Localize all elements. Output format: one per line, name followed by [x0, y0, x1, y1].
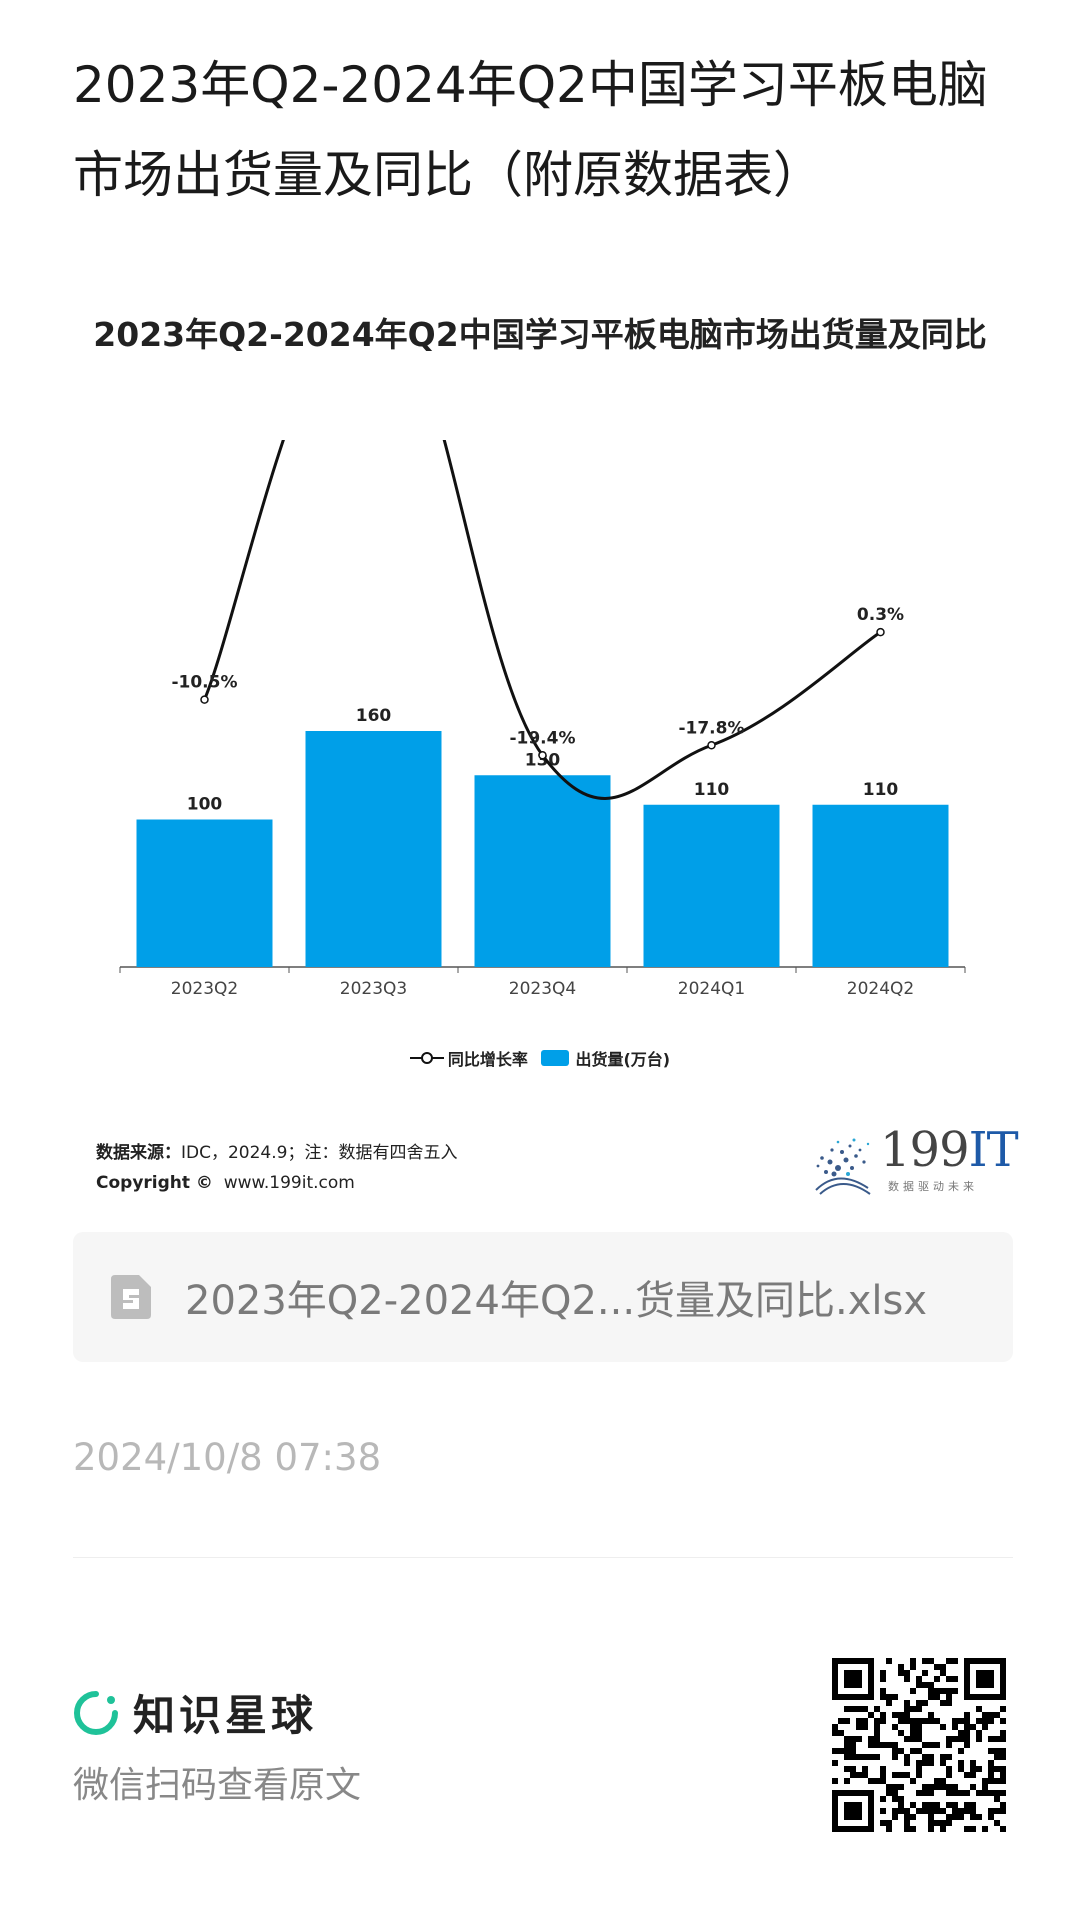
chart-title: 2023年Q2-2024年Q2中国学习平板电脑市场出货量及同比: [93, 315, 987, 354]
scan-hint: 微信扫码查看原文: [73, 1765, 362, 1806]
zsxq-brand: 知识星球: [73, 1682, 317, 1743]
qr-code-icon[interactable]: [832, 1658, 1006, 1832]
growth-value-label: 0.3%: [857, 605, 904, 625]
bar-value-label: 100: [187, 795, 223, 815]
growth-line: [203, 440, 882, 800]
growth-point: [538, 751, 547, 760]
line-marker-icon: [409, 1052, 444, 1064]
app-name: 知识星球: [133, 1691, 318, 1740]
x-tick-label: 2024Q1: [678, 979, 745, 999]
copyright-line: Copyright © www.199it.com: [96, 1168, 457, 1198]
brand-name: 199IT: [880, 1122, 1019, 1178]
post-title: 2023年Q2-2024年Q2中国学习平板电脑市场出货量及同比（附原数据表）: [73, 56, 988, 204]
data-source: 数据来源：IDC，2024.9；注：数据有四舍五入 Copyright © ww…: [96, 1138, 457, 1198]
x-tick-label: 2023Q3: [340, 979, 407, 999]
brand-name-it: IT: [968, 1122, 1019, 1178]
bar-2023Q4: [474, 775, 611, 967]
combo-chart: 1002023Q21602023Q31302023Q41102024Q11102…: [119, 440, 966, 999]
bar-2024Q2: [812, 804, 949, 967]
bar-value-label: 160: [356, 706, 392, 726]
source-text: IDC，2024.9；注：数据有四舍五入: [181, 1143, 458, 1163]
dandelion-logo-icon: [815, 1138, 871, 1195]
bar-2023Q2: [136, 819, 273, 967]
growth-value-label: -19.4%: [509, 728, 575, 748]
x-tick-label: 2023Q4: [509, 979, 576, 999]
growth-point: [200, 695, 209, 704]
growth-point: [876, 627, 885, 637]
zsxq-logo-icon: [74, 1690, 118, 1735]
bar-value-label: 110: [694, 780, 730, 800]
legend-label-growth: 同比增长率: [447, 1050, 528, 1069]
brand-slogan: 数据驱动未来: [888, 1180, 978, 1193]
bar-swatch-icon: [541, 1050, 570, 1066]
bar-value-label: 110: [863, 780, 899, 800]
bar-2023Q3: [305, 731, 442, 967]
post-timestamp: 2024/10/8 07:38: [73, 1436, 382, 1479]
chart-legend: 同比增长率 出货量(万台): [0, 1046, 1080, 1070]
x-tick-label: 2024Q2: [847, 979, 914, 999]
legend-item-growth: 同比增长率: [409, 1046, 528, 1070]
source-line: 数据来源：IDC，2024.9；注：数据有四舍五入: [96, 1138, 457, 1168]
file-name: 2023年Q2-2024年Q2...货量及同比.xlsx: [185, 1278, 928, 1324]
legend-label-shipments: 出货量(万台): [575, 1050, 671, 1069]
legend-item-shipments: 出货量(万台): [541, 1046, 670, 1070]
growth-value-label: -10.5%: [171, 673, 237, 693]
brand-name-num: 199: [880, 1122, 970, 1178]
bar-2024Q1: [643, 804, 780, 967]
attachment-file-card[interactable]: 2023年Q2-2024年Q2...货量及同比.xlsx: [73, 1232, 1013, 1362]
copyright-site: www.199it.com: [223, 1173, 355, 1193]
source-label: 数据来源：: [96, 1143, 181, 1163]
growth-point: [707, 741, 716, 750]
spreadsheet-file-icon: [111, 1275, 151, 1319]
growth-value-label: -17.8%: [678, 718, 744, 738]
divider: [73, 1557, 1013, 1558]
copyright-label: Copyright ©: [96, 1173, 213, 1193]
x-tick-label: 2023Q2: [171, 979, 238, 999]
